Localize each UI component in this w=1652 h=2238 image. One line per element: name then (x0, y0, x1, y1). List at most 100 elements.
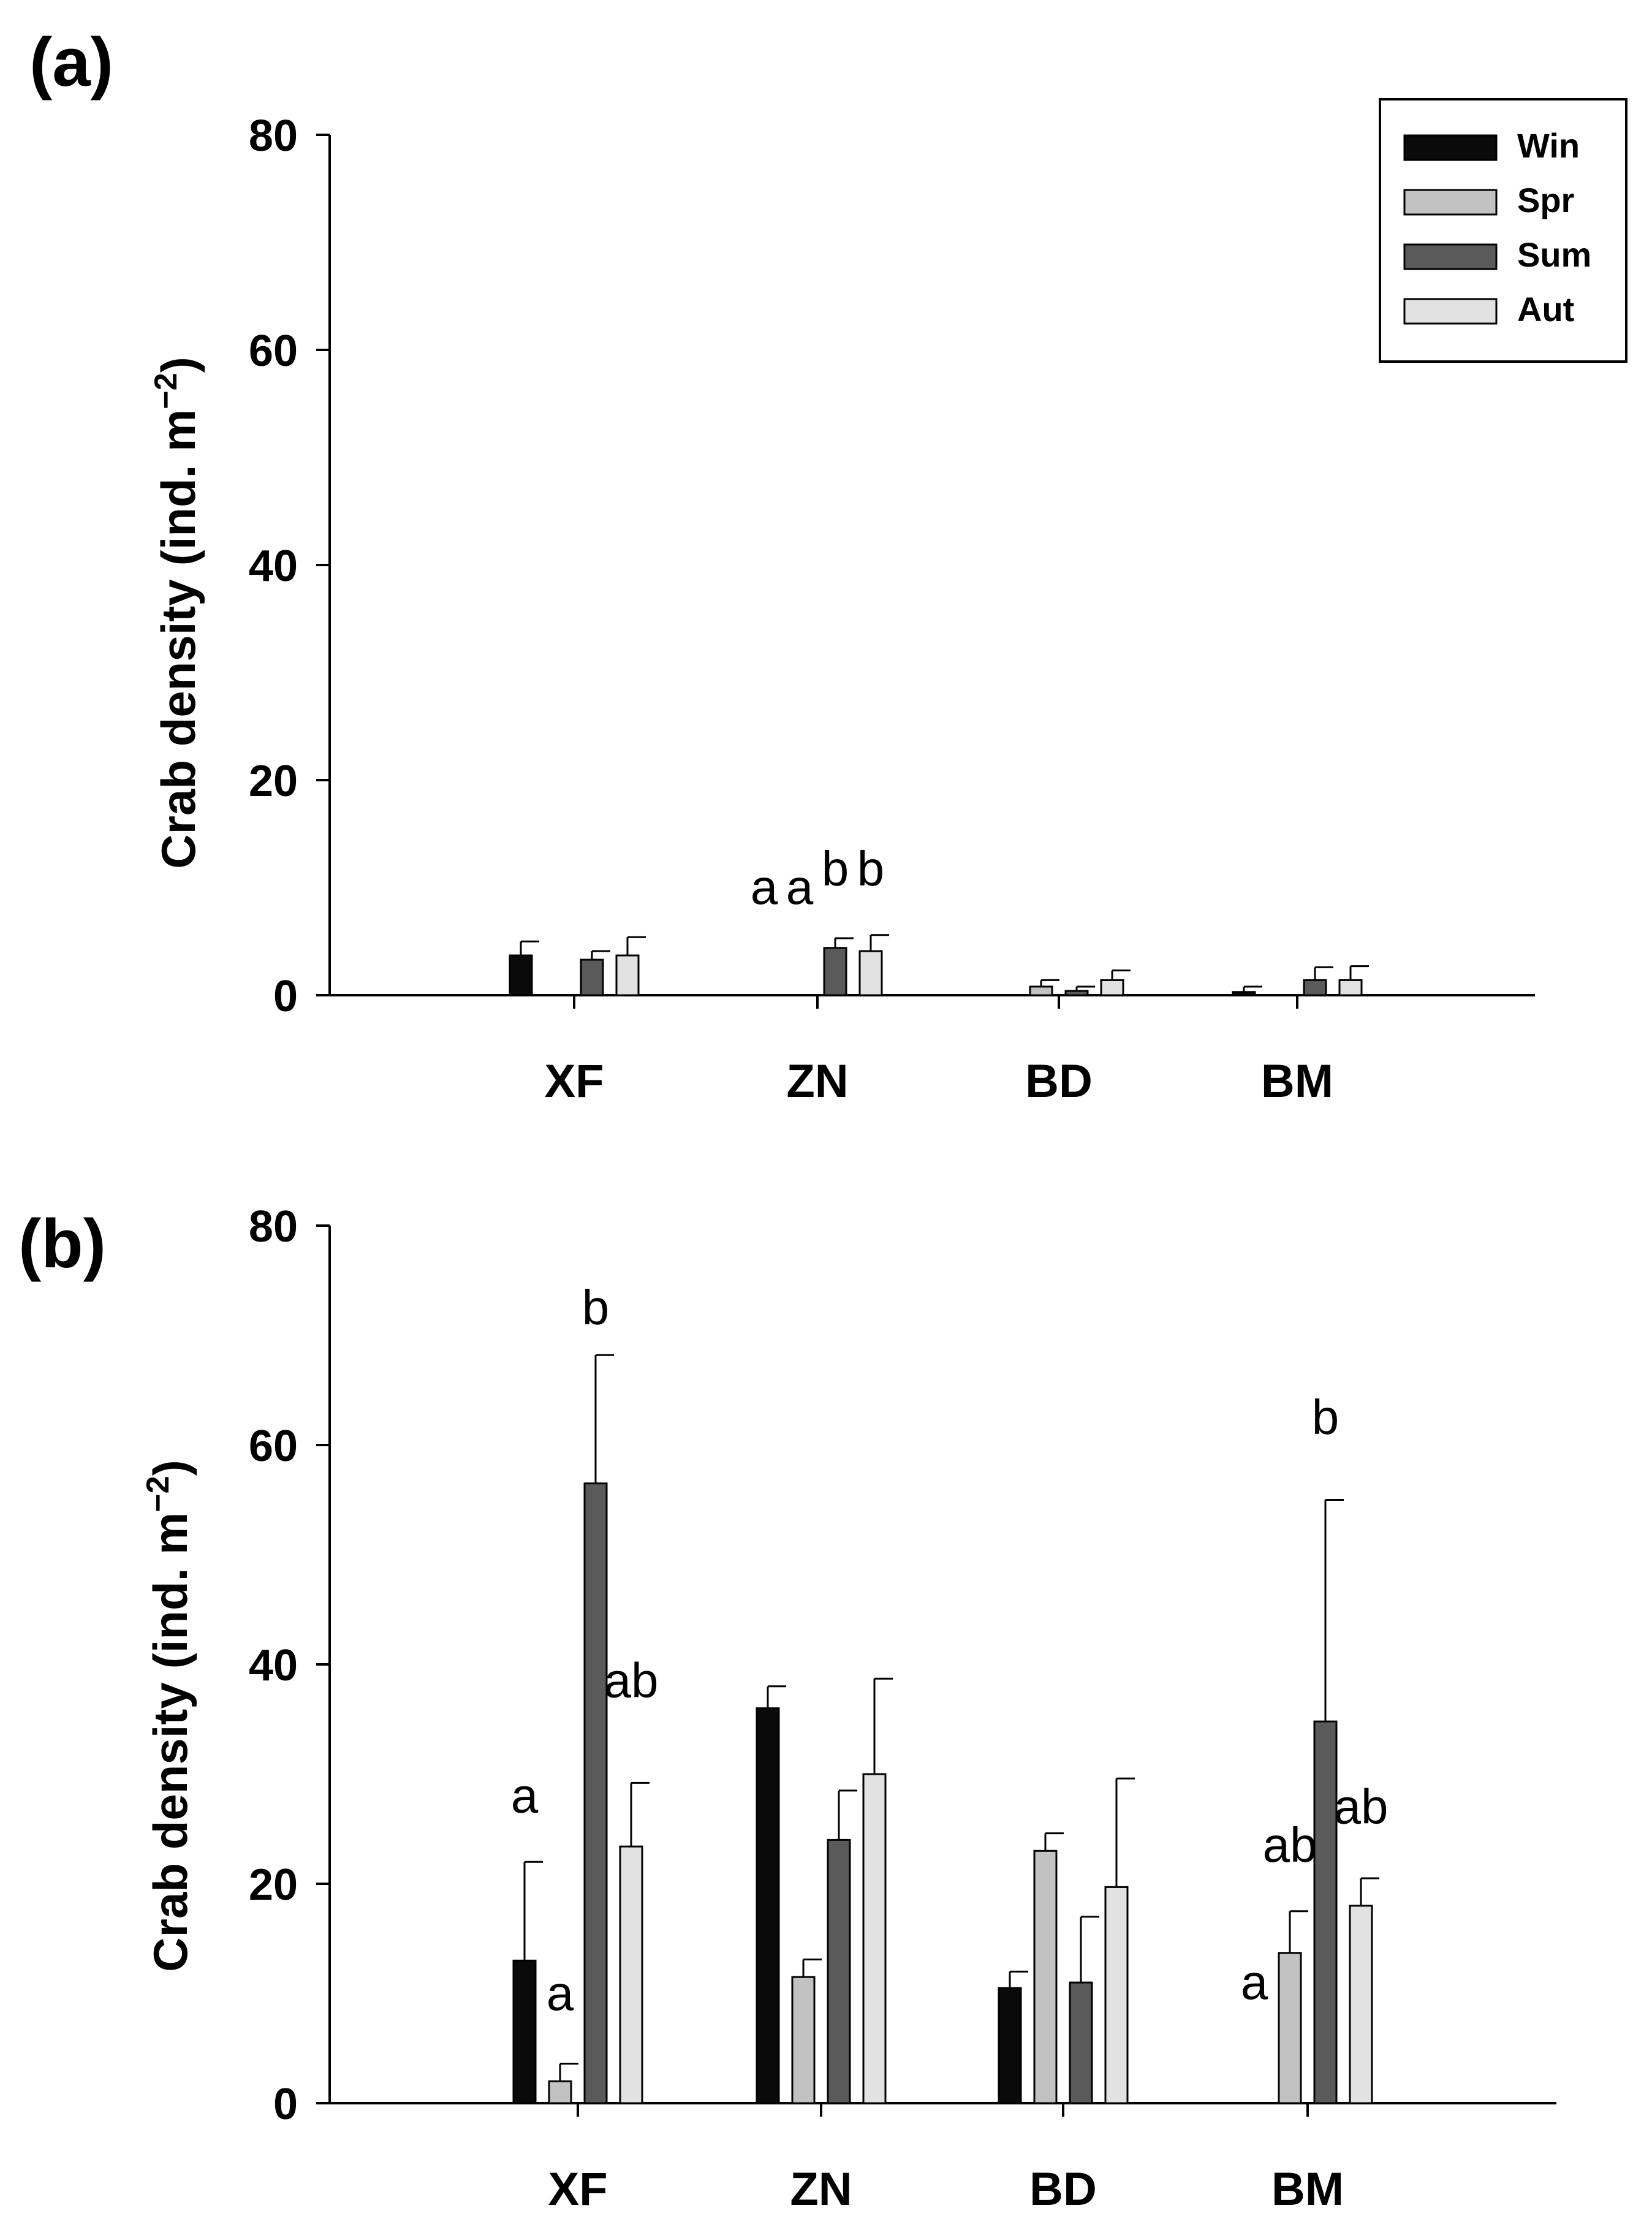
error-bar-aut-zn (870, 934, 889, 952)
y-tick-label: 60 (249, 327, 298, 376)
error-bar-win-xf (520, 940, 539, 956)
significance-letter: a (547, 1966, 574, 2020)
legend-swatch-win (1403, 134, 1498, 161)
y-tick-label: 0 (273, 972, 298, 1021)
bar-aut-bd (1104, 1886, 1129, 2104)
bar-win-zn (756, 1707, 780, 2104)
bars (512, 1354, 1379, 2104)
legend-label-sum: Sum (1517, 235, 1591, 274)
significance-letter: b (582, 1280, 610, 1335)
bar-win-xf (512, 1959, 537, 2104)
legend: Win Spr Sum Aut (1379, 98, 1627, 363)
error-bar-win-bm (1243, 985, 1262, 992)
y-tick-label: 60 (249, 1422, 298, 1471)
legend-label-win: Win (1517, 126, 1580, 165)
bar-sum-bm (1313, 1720, 1338, 2104)
significance-letter: a (1241, 1955, 1268, 2009)
bar-sum-xf (580, 958, 604, 996)
bar-spr-xf (548, 2080, 572, 2104)
legend-swatch-aut (1403, 298, 1498, 325)
error-bar-win-zn (767, 1685, 786, 1709)
legend-swatch-sum (1403, 243, 1498, 270)
error-bar-spr-bd (1044, 1832, 1064, 1851)
panel-label: (a) (29, 24, 113, 101)
x-tick-label: BD (1025, 1055, 1093, 1107)
bar-spr-bd (1033, 1849, 1058, 2104)
significance-letter: a (751, 860, 778, 914)
error-bar-sum-xf (591, 950, 610, 960)
x-tick-label: BD (1029, 2163, 1097, 2215)
legend-label-aut: Aut (1517, 290, 1574, 328)
error-bar-aut-xf (626, 936, 646, 956)
error-bar-win-bd (1009, 1970, 1028, 1989)
error-bar-spr-xf (559, 2063, 578, 2082)
significance-letter: ab (1263, 1818, 1317, 1872)
bars (509, 934, 1369, 996)
panel-label: (b) (18, 1205, 106, 1282)
bar-aut-bd (1100, 979, 1124, 996)
bar-sum-bd (1069, 1981, 1093, 2104)
significance-letter: ab (604, 1653, 659, 1708)
significance-letter: a (511, 1769, 539, 1823)
error-bar-sum-bm (1324, 1499, 1344, 1722)
bar-sum-bd (1064, 990, 1089, 996)
error-bar-sum-zn (838, 1789, 857, 1840)
error-bar-win-xf (523, 1861, 543, 1961)
bar-sum-zn (827, 1838, 851, 2104)
x-tick-label: XF (548, 2163, 607, 2215)
error-bar-aut-zn (873, 1677, 893, 1774)
bar-spr-bd (1029, 985, 1053, 996)
error-bar-sum-xf (594, 1354, 614, 1484)
legend-label-spr: Spr (1517, 181, 1574, 219)
bar-win-bm (1232, 991, 1256, 996)
error-bar-aut-bm (1349, 965, 1369, 981)
bar-sum-zn (823, 947, 847, 996)
bar-sum-xf (583, 1482, 608, 2104)
bar-aut-zn (858, 950, 883, 996)
bar-spr-bm (1278, 1952, 1302, 2104)
error-bar-aut-xf (630, 1781, 650, 1847)
significance-letter: b (822, 841, 849, 896)
error-bar-sum-zn (834, 937, 854, 948)
error-bar-aut-bd (1115, 1777, 1135, 1887)
y-tick-label: 40 (249, 542, 298, 591)
x-tick-label: ZN (786, 1055, 848, 1107)
panel-a: (a) Crab density(ind. m−2) 0 20 40 60 80 XF ZN… (29, 24, 1627, 1107)
error-bar-aut-bd (1111, 969, 1131, 981)
x-tick-label: ZN (790, 2163, 852, 2215)
x-tick-label: XF (544, 1055, 604, 1107)
bar-win-bd (998, 1987, 1022, 2104)
y-axis-label: Crab density(ind. m−2) (140, 1460, 197, 1971)
y-tick-label: 80 (249, 112, 298, 161)
y-tick-label: 40 (249, 1641, 298, 1690)
error-bar-spr-bm (1289, 1910, 1308, 1953)
error-bar-aut-bm (1360, 1877, 1379, 1906)
y-tick-label: 20 (249, 1861, 298, 1910)
axes: 0 20 40 60 80 XF ZN BD BM (249, 1202, 1556, 2215)
significance-letter: ab (1334, 1780, 1389, 1834)
bar-aut-xf (615, 954, 640, 996)
axes: 0 20 40 60 80 XF ZN BD BM (249, 112, 1535, 1107)
error-bar-sum-bd (1080, 1916, 1099, 1983)
significance-letter: b (857, 841, 885, 896)
panel-b: (b) Crab density(ind. m−2) 0 20 40 60 80 XF ZN… (18, 1202, 1556, 2215)
x-tick-label: BM (1261, 1055, 1333, 1107)
bar-sum-bm (1303, 979, 1327, 996)
y-tick-label: 0 (273, 2080, 298, 2129)
y-tick-label: 20 (249, 757, 298, 806)
bar-spr-zn (791, 1976, 816, 2104)
bar-aut-bm (1338, 979, 1363, 996)
bar-aut-xf (619, 1845, 643, 2104)
bar-aut-zn (862, 1773, 887, 2104)
significance-letter: a (786, 860, 814, 914)
error-bar-sum-bd (1075, 985, 1095, 991)
error-bar-spr-zn (802, 1959, 822, 1978)
bar-aut-bm (1349, 1905, 1373, 2104)
y-axis-label: Crab density(ind. m−2) (148, 357, 205, 868)
legend-swatch-spr (1403, 189, 1498, 216)
error-bar-sum-bm (1314, 966, 1333, 981)
